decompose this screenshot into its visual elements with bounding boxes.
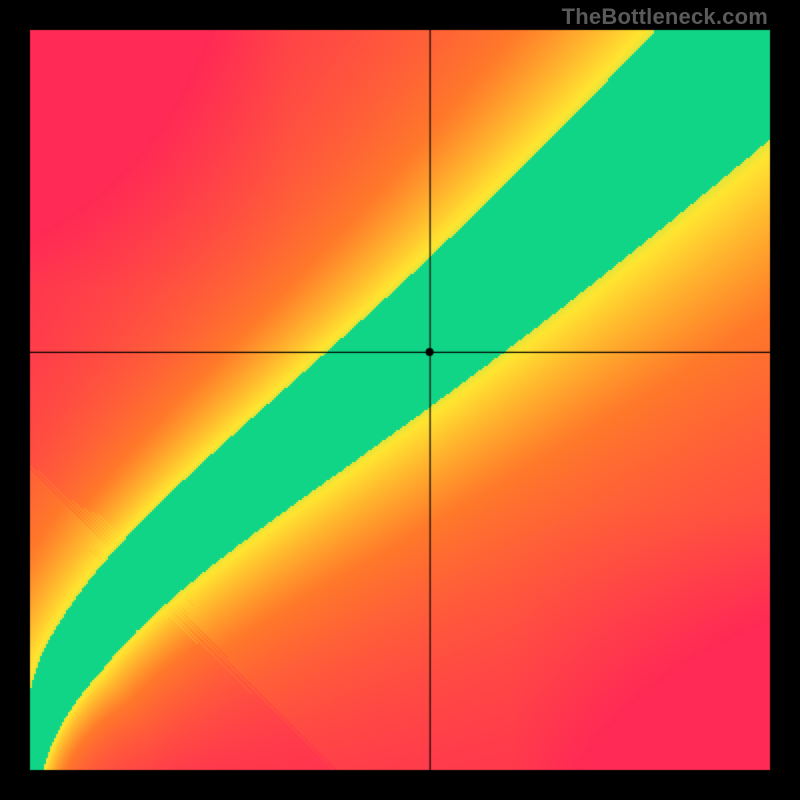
bottleneck-heatmap [0, 0, 800, 800]
chart-container: TheBottleneck.com [0, 0, 800, 800]
watermark-text: TheBottleneck.com [562, 4, 768, 30]
